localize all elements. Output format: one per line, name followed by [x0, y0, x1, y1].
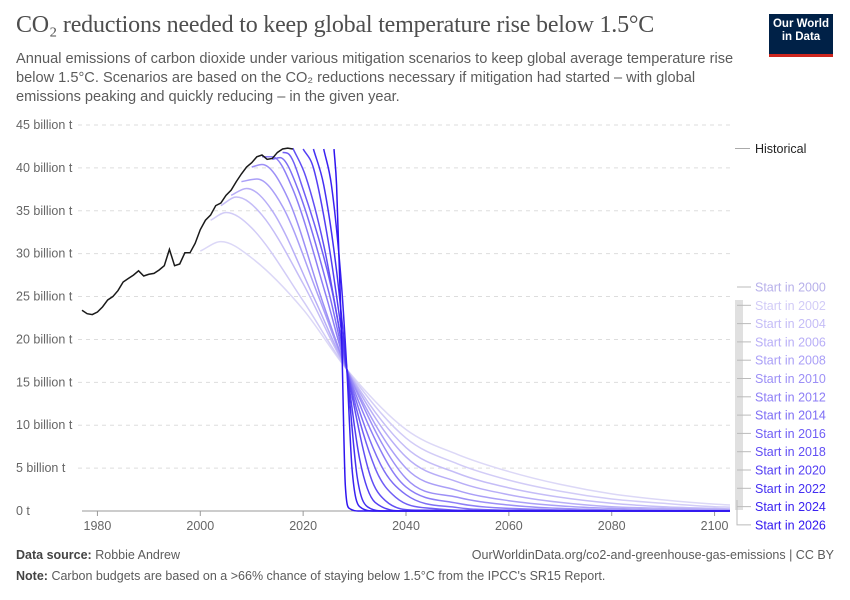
y-tick-label: 40 billion t	[16, 161, 73, 175]
x-tick-label: 2020	[289, 519, 317, 533]
scenario-line-2000	[199, 240, 731, 506]
owid-logo[interactable]: Our World in Data	[769, 14, 833, 57]
scenario-line-2006	[230, 187, 731, 511]
y-tick-label: 20 billion t	[16, 332, 73, 346]
y-tick-label: 25 billion t	[16, 290, 73, 304]
historical-line	[81, 147, 293, 316]
note-label: Note:	[16, 569, 48, 583]
data-source: Data source: Robbie Andrew	[16, 548, 180, 562]
legend-historical: Historical	[755, 142, 806, 156]
legend-item-2002: Start in 2002	[755, 299, 826, 313]
x-tick-label: 2080	[598, 519, 626, 533]
source-url[interactable]: OurWorldinData.org/co2-and-greenhouse-ga…	[471, 548, 834, 562]
x-tick-label: 2100	[701, 519, 729, 533]
legend-item-2012: Start in 2012	[755, 390, 826, 404]
source-label: Data source:	[16, 548, 92, 562]
legend-item-2020: Start in 2020	[755, 464, 826, 478]
y-tick-label: 35 billion t	[16, 204, 73, 218]
scenario-line-2002	[210, 211, 731, 508]
y-tick-label: 10 billion t	[16, 418, 73, 432]
legend-item-2010: Start in 2010	[755, 372, 826, 386]
chart-subtitle: Annual emissions of carbon dioxide under…	[16, 51, 734, 105]
x-tick-label: 2040	[392, 519, 420, 533]
scenario-line-2016	[282, 151, 730, 512]
scenario-line-2004	[220, 196, 731, 510]
legend-item-2008: Start in 2008	[755, 354, 826, 368]
legend-item-2006: Start in 2006	[755, 335, 826, 349]
legend-item-2026: Start in 2026	[755, 518, 826, 532]
legend-connector	[736, 500, 751, 526]
scenario-line-2008	[241, 178, 730, 511]
legend-item-2024: Start in 2024	[755, 500, 826, 514]
x-tick-label: 2000	[186, 519, 214, 533]
scenario-line-2026	[333, 148, 730, 512]
legend-item-2022: Start in 2022	[755, 482, 826, 496]
footnote: Note: Carbon budgets are based on a >66%…	[16, 569, 605, 583]
scenario-line-2022	[312, 148, 730, 512]
y-tick-label: 45 billion t	[16, 118, 73, 132]
legend-item-2000: Start in 2000	[755, 281, 826, 295]
legend-item-2004: Start in 2004	[755, 317, 826, 331]
y-tick-label: 5 billion t	[16, 461, 66, 475]
x-tick-label: 2060	[495, 519, 523, 533]
legend-item-2018: Start in 2018	[755, 445, 826, 459]
x-tick-label: 1980	[84, 519, 112, 533]
scenario-line-2020	[302, 148, 730, 512]
legend-item-2014: Start in 2014	[755, 409, 826, 423]
y-tick-label: 0 t	[16, 504, 30, 518]
y-tick-label: 15 billion t	[16, 375, 73, 389]
note-text: Carbon budgets are based on a >66% chanc…	[51, 569, 606, 583]
legend-item-2016: Start in 2016	[755, 427, 826, 441]
legend-sparkline-area	[735, 300, 743, 510]
chart-title: CO₂ reductions needed to keep global tem…	[16, 12, 655, 38]
y-tick-label: 30 billion t	[16, 247, 73, 261]
source-value[interactable]: Robbie Andrew	[95, 548, 180, 562]
